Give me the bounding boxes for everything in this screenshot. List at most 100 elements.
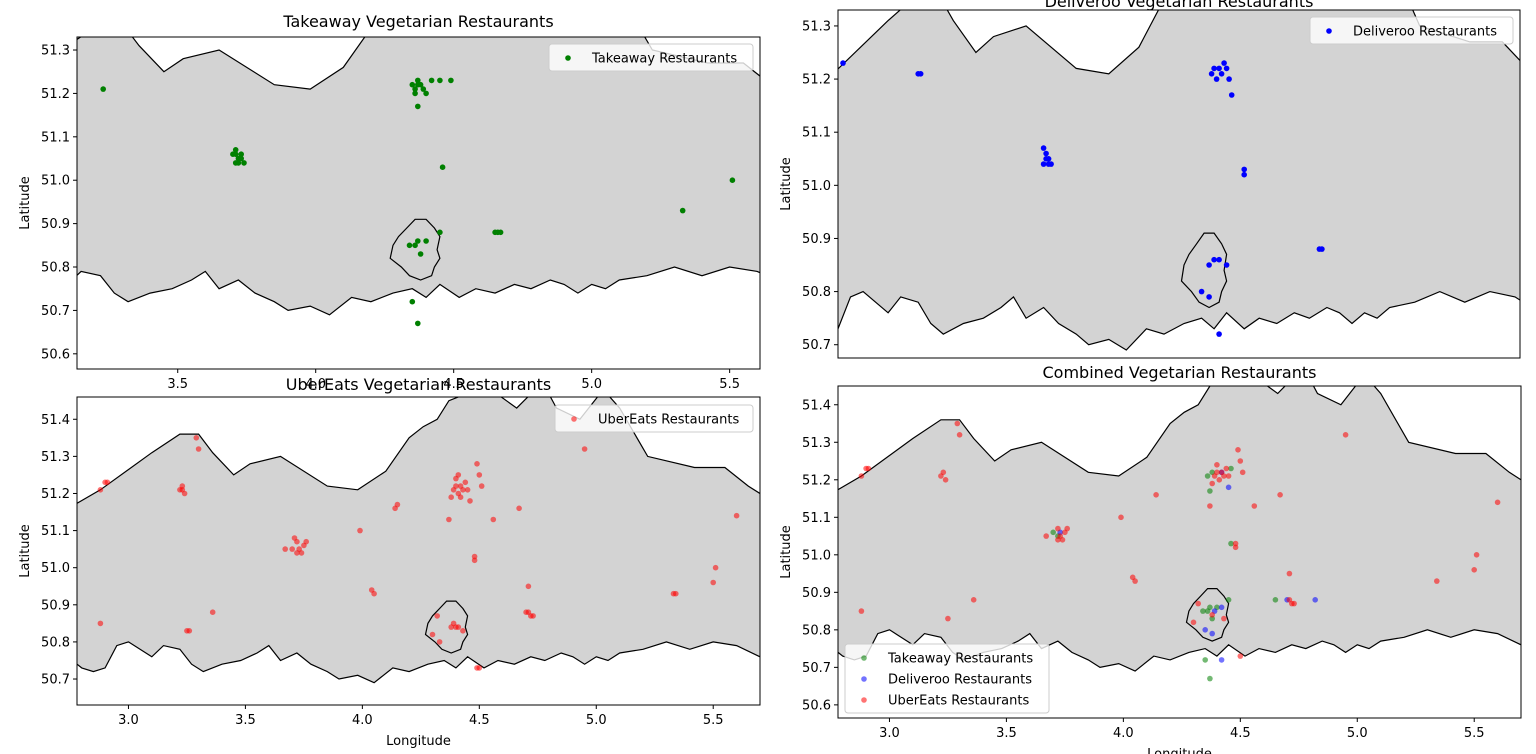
data-point: [525, 583, 532, 590]
data-point: [1225, 473, 1232, 479]
data-point: [945, 615, 951, 622]
data-point: [455, 624, 462, 630]
data-point: [1211, 65, 1217, 72]
legend-marker: [861, 676, 867, 682]
legend-deliveroo: Deliveroo Restaurants: [1309, 16, 1514, 45]
data-point: [294, 550, 300, 556]
chart-title-combined: Combined Vegetarian Restaurants: [1043, 363, 1317, 382]
data-point: [1237, 458, 1244, 464]
data-point: [429, 631, 436, 638]
data-point: [1473, 552, 1480, 558]
data-point: [453, 483, 459, 489]
series-takeaway-0: [100, 77, 736, 327]
brussels-border-line: [424, 600, 469, 654]
ytick-label: 50.7: [41, 304, 70, 319]
brussels-border-line: [1180, 232, 1228, 309]
belgium-land: [77, 37, 760, 315]
ytick-label: 50.9: [41, 217, 70, 232]
legend-label: UberEats Restaurants: [598, 413, 739, 428]
ytick-label: 51.1: [41, 130, 70, 145]
data-point: [455, 472, 462, 478]
data-point: [1206, 262, 1212, 268]
data-point: [1048, 161, 1054, 167]
ytick-label: 51.2: [802, 473, 831, 488]
data-point: [415, 238, 421, 244]
north-border-line: [838, 386, 1521, 491]
data-point: [1241, 166, 1247, 173]
ytick-label: 51.0: [802, 548, 831, 563]
data-point: [423, 238, 429, 244]
ytick-label: 50.6: [802, 698, 831, 713]
data-point: [1286, 570, 1293, 577]
data-point: [1223, 465, 1230, 472]
data-point: [1228, 92, 1235, 98]
xtick-label: 4.5: [443, 377, 464, 392]
data-point: [733, 512, 740, 519]
south-border-line: [838, 629, 1521, 672]
ytick-label: 51.0: [41, 561, 70, 576]
data-point: [1237, 653, 1244, 659]
data-point: [1055, 525, 1061, 532]
ytick-label: 50.8: [802, 623, 831, 638]
data-point: [1153, 492, 1159, 498]
data-point: [516, 505, 522, 512]
panel-deliveroo: 50.7 50.8 50.9 51.0 51.1 51.2 51.3 Latitude Deli…: [779, 9, 1521, 359]
xtick-label: 4.0: [352, 713, 373, 728]
data-point: [241, 160, 247, 166]
map-deliveroo: [838, 10, 1520, 351]
data-point: [104, 479, 111, 486]
series-combined-0: [1050, 465, 1279, 682]
axes-frame: [76, 36, 761, 370]
y-axis-label: Latitude: [18, 524, 33, 578]
data-point: [1211, 256, 1217, 263]
legend-combined: Takeaway Restaurants Deliveroo Restaurant…: [844, 643, 1050, 714]
data-point: [406, 242, 413, 249]
data-point: [1216, 65, 1222, 72]
data-point: [439, 164, 446, 170]
data-point: [412, 90, 418, 97]
data-point: [460, 487, 466, 493]
legend-box: [548, 43, 754, 72]
xtick-label: 5.5: [1464, 726, 1485, 741]
xtick-label: 5.5: [703, 713, 724, 728]
data-point: [434, 613, 441, 619]
data-point: [417, 251, 424, 257]
chart-title-ubereats: UberEats Vegetarian Restaurants: [286, 375, 552, 394]
data-point: [179, 487, 186, 493]
data-point: [409, 298, 416, 305]
ytick-label: 51.2: [41, 487, 70, 502]
data-point: [1207, 675, 1213, 682]
map-combined: [838, 386, 1521, 682]
data-point: [1050, 529, 1056, 536]
data-point: [1221, 473, 1227, 479]
data-point: [1055, 537, 1061, 543]
data-point: [1206, 294, 1212, 300]
data-point: [97, 620, 104, 627]
y-axis-label: Latitude: [779, 157, 794, 211]
data-point: [1190, 619, 1197, 626]
data-point: [1200, 608, 1206, 614]
panel-combined: 50.6 50.7 50.8 50.9 51.0 51.1 51.2 51.3 51.4 3.0 3…: [779, 385, 1522, 754]
legend-label: Deliveroo Restaurants: [1353, 25, 1497, 40]
data-point: [1226, 76, 1232, 82]
data-point: [1045, 156, 1052, 162]
data-point: [1214, 462, 1220, 468]
data-point: [1043, 150, 1049, 157]
data-point: [840, 60, 846, 66]
data-point: [1232, 544, 1239, 551]
data-point: [1216, 331, 1222, 337]
data-point: [467, 498, 473, 504]
ytick-label: 50.7: [802, 338, 831, 353]
series-deliveroo-0: [840, 60, 1325, 337]
map-takeaway: [77, 37, 760, 327]
data-point: [298, 550, 305, 556]
data-point: [710, 579, 716, 586]
data-point: [954, 420, 961, 427]
data-point: [712, 564, 719, 571]
brussels-border-line: [389, 218, 441, 281]
data-point: [1209, 612, 1215, 618]
x-axis-label: Longitude: [386, 734, 451, 749]
data-point: [523, 609, 529, 615]
ytick-label: 50.7: [802, 661, 831, 676]
